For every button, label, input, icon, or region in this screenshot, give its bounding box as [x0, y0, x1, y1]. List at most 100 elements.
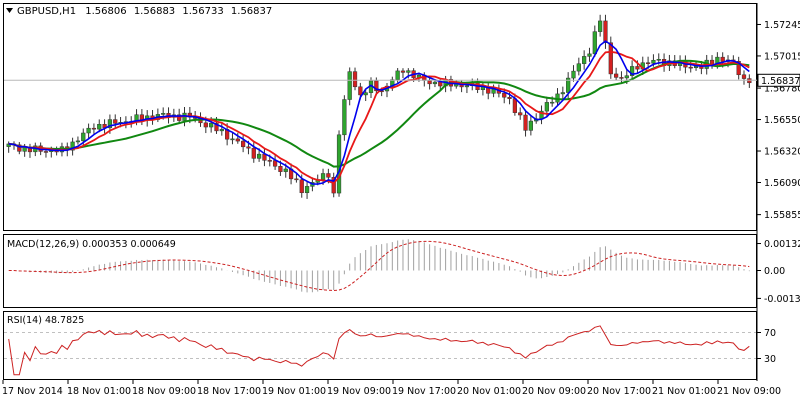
candle-body — [246, 146, 251, 149]
candle-body — [107, 119, 113, 129]
candle-body — [320, 173, 326, 180]
candle — [603, 14, 608, 49]
candle-body — [331, 177, 336, 194]
candle — [70, 137, 75, 156]
candle-body — [161, 113, 166, 115]
price-tick-label: 1.56550 — [764, 115, 800, 126]
symbol-menu-arrow-icon[interactable] — [6, 8, 13, 13]
candle — [6, 141, 11, 153]
candle-body — [256, 153, 262, 159]
candle-body — [75, 140, 81, 143]
candle-body — [720, 56, 725, 62]
candle-body — [427, 80, 432, 85]
price-tick-label: 1.56780 — [764, 84, 800, 95]
time-tick-label: 19 Nov 17:00 — [392, 386, 456, 397]
candle — [91, 123, 97, 134]
candle-body — [241, 140, 246, 148]
candle — [598, 14, 603, 37]
candle-body — [464, 85, 470, 88]
open-value: 1.56806 — [85, 6, 126, 17]
candle-body — [235, 138, 240, 142]
candle-body — [267, 160, 272, 162]
low-value: 1.56733 — [182, 6, 223, 17]
candle-body — [86, 127, 91, 134]
candle — [576, 57, 581, 76]
candle — [336, 130, 342, 197]
candle — [571, 65, 576, 82]
candle-body — [283, 168, 288, 172]
candle-body — [512, 98, 517, 113]
time-tick-label: 18 Nov 01:00 — [67, 386, 131, 397]
symbol-header: GBPUSD,H1 1.56806 1.56883 1.56733 1.5683… — [17, 6, 272, 17]
candle — [587, 47, 592, 62]
time-tick-label: 18 Nov 09:00 — [132, 386, 196, 397]
candle-body — [97, 124, 102, 130]
current-price-box — [757, 73, 800, 87]
candle-body — [614, 73, 619, 78]
ma-fast-line — [8, 40, 750, 185]
time-tick-label: 21 Nov 01:00 — [652, 386, 716, 397]
candle-body — [299, 179, 304, 194]
candle-body — [363, 92, 368, 96]
candle — [342, 95, 347, 141]
candle-body — [209, 122, 214, 128]
candle-body — [576, 63, 581, 72]
candle-body — [43, 151, 49, 153]
macd-title: MACD(12,26,9) 0.000353 0.000649 — [7, 239, 176, 250]
candle-body — [432, 81, 438, 85]
candle-body — [17, 144, 22, 152]
candle — [523, 109, 528, 137]
candle-body — [624, 75, 629, 79]
candle — [97, 119, 102, 133]
rsi-tick-label: 70 — [764, 328, 776, 339]
candle-body — [352, 71, 358, 88]
candle — [294, 173, 299, 183]
candle-body — [347, 71, 352, 100]
candle-body — [635, 66, 640, 70]
ma-slow-line — [8, 59, 750, 168]
candle — [241, 135, 246, 153]
macd-tick-label: 0.001329 — [764, 239, 800, 250]
candle-body — [550, 101, 555, 104]
candle — [86, 123, 91, 140]
candle-body — [219, 129, 224, 132]
candle — [619, 71, 624, 84]
candle-body — [6, 143, 11, 147]
symbol-name: GBPUSD,H1 — [17, 6, 76, 17]
candle-body — [81, 132, 86, 142]
candle-body — [374, 80, 379, 92]
candle-body — [438, 81, 443, 87]
candle-body — [502, 93, 507, 98]
candle — [219, 123, 224, 136]
candle-body — [326, 173, 331, 178]
candle — [629, 60, 635, 80]
candle-body — [651, 59, 656, 64]
candle-body — [544, 102, 549, 112]
candle-body — [598, 20, 603, 32]
candle-body — [91, 127, 97, 130]
candle — [230, 132, 235, 145]
candle — [741, 70, 747, 85]
candle — [75, 136, 81, 145]
candle — [352, 67, 358, 91]
candle-body — [736, 61, 741, 76]
candle-body — [560, 92, 565, 95]
candle-body — [619, 77, 624, 79]
candle-body — [342, 99, 347, 136]
candle-body — [507, 96, 512, 99]
candle-body — [203, 122, 208, 128]
time-tick-label: 20 Nov 09:00 — [522, 386, 586, 397]
rsi-panel-frame — [3, 311, 757, 380]
candle-body — [528, 120, 533, 131]
candle — [560, 86, 565, 100]
macd-signal-line — [8, 240, 750, 292]
candle — [502, 88, 507, 104]
macd-tick-label: -0.001375 — [764, 294, 800, 305]
time-tick-label: 18 Nov 17:00 — [197, 386, 261, 397]
price-panel-frame — [3, 3, 757, 231]
candle-body — [294, 178, 299, 181]
candle-body — [592, 31, 597, 55]
candle-body — [113, 119, 118, 124]
candle-body — [688, 66, 693, 69]
price-tick-label: 1.56090 — [764, 178, 800, 189]
